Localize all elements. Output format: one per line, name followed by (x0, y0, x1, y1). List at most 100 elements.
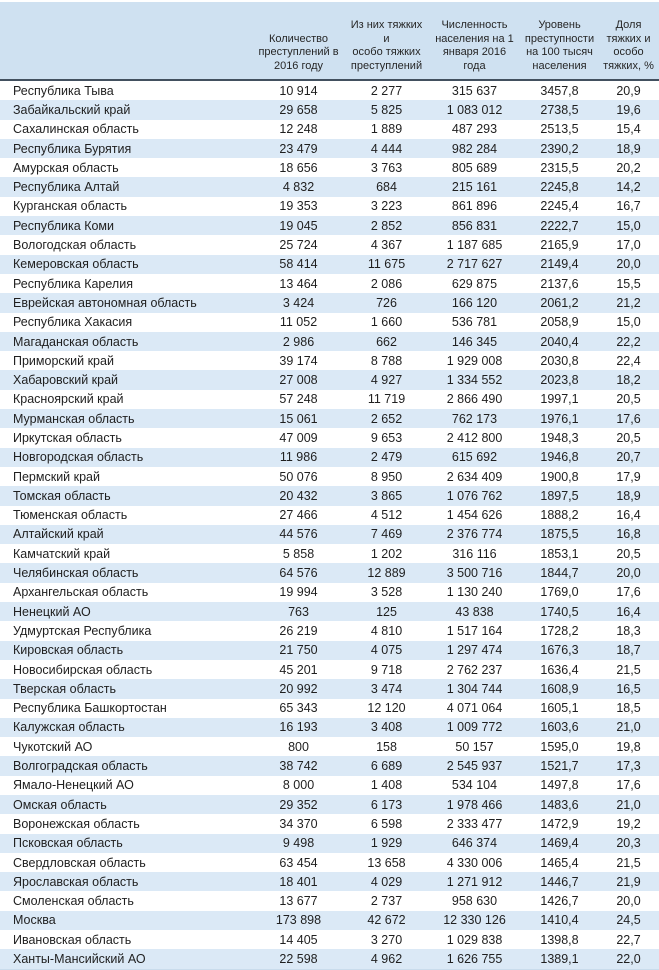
value-cell: 20,5 (598, 389, 659, 410)
value-cell: 684 (345, 177, 428, 197)
value-cell: 1 130 240 (428, 582, 521, 603)
value-cell: 21,0 (598, 794, 659, 815)
value-cell: 8 788 (345, 351, 428, 371)
table-row: Новгородская область 11 986 2 479 615 692 19… (0, 447, 659, 467)
value-cell: 4 832 (252, 177, 345, 197)
value-cell: 1769,0 (521, 582, 598, 603)
table-row: Республика Карелия 13 464 2 086 629 875 2137… (0, 273, 659, 294)
value-cell: 22 598 (252, 949, 345, 970)
value-cell: 13 658 (345, 852, 428, 873)
value-cell: 158 (345, 737, 428, 757)
value-cell: 2513,5 (521, 119, 598, 139)
value-cell: 14 405 (252, 930, 345, 950)
value-cell: 662 (345, 331, 428, 352)
table-row: Республика Тыва 10 914 2 277 315 637 3457,8 2… (0, 80, 659, 101)
table-row: Челябинская область 64 576 12 889 3 500 716… (0, 563, 659, 583)
table-row: Красноярский край 57 248 11 719 2 866 490 19… (0, 389, 659, 410)
region-name-cell: Еврейская автономная область (0, 293, 252, 313)
region-name-cell: Республика Карелия (0, 273, 252, 294)
table-row: Курганская область 19 353 3 223 861 896 2245… (0, 196, 659, 217)
value-cell: 16,7 (598, 196, 659, 217)
value-cell: 15 061 (252, 409, 345, 429)
value-cell: 2 412 800 (428, 428, 521, 448)
value-cell: 16 193 (252, 717, 345, 738)
value-cell: 42 672 (345, 910, 428, 931)
table-row: Ямало-Ненецкий АО 8 000 1 408 534 104 1497,8… (0, 775, 659, 795)
value-cell: 1 297 474 (428, 640, 521, 660)
value-cell: 1844,7 (521, 563, 598, 583)
table-row: Свердловская область 63 454 13 658 4 330 00… (0, 852, 659, 873)
value-cell: 1728,2 (521, 621, 598, 641)
value-cell: 20,0 (598, 254, 659, 274)
value-cell: 2 866 490 (428, 389, 521, 410)
table-row: Забайкальский край 29 658 5 825 1 083 012 27… (0, 100, 659, 120)
region-name-cell: Томская область (0, 486, 252, 506)
region-name-cell: Ярославская область (0, 872, 252, 892)
value-cell: 39 174 (252, 351, 345, 371)
value-cell: 21,9 (598, 872, 659, 892)
region-name-cell: Республика Хакасия (0, 312, 252, 332)
value-cell: 15,0 (598, 216, 659, 236)
table-header: Количество преступлений в 2016 году Из ни… (0, 2, 659, 81)
value-cell: 1 978 466 (428, 794, 521, 815)
value-cell: 20 432 (252, 486, 345, 506)
value-cell: 856 831 (428, 216, 521, 236)
value-cell: 1676,3 (521, 640, 598, 660)
value-cell: 3 223 (345, 196, 428, 217)
value-cell: 2 652 (345, 409, 428, 429)
value-cell: 2 479 (345, 447, 428, 467)
value-cell: 1976,1 (521, 409, 598, 429)
value-cell: 4 367 (345, 235, 428, 255)
table-row: Республика Бурятия 23 479 4 444 982 284 2390… (0, 138, 659, 159)
value-cell: 1595,0 (521, 737, 598, 757)
table-row: Новосибирская область 45 201 9 718 2 762 23… (0, 659, 659, 680)
value-cell: 2 762 237 (428, 659, 521, 680)
region-name-cell: Новосибирская область (0, 659, 252, 680)
table-row: Пермский край 50 076 8 950 2 634 409 1900,8 1… (0, 466, 659, 487)
value-cell: 1 202 (345, 544, 428, 564)
region-name-cell: Камчатский край (0, 544, 252, 564)
value-cell: 316 116 (428, 544, 521, 564)
value-cell: 1 929 (345, 833, 428, 853)
value-cell: 2245,4 (521, 196, 598, 217)
table-row: Хабаровский край 27 008 4 927 1 334 552 2023… (0, 370, 659, 390)
value-cell: 3 408 (345, 717, 428, 738)
value-cell: 3 763 (345, 158, 428, 178)
value-cell: 2 717 627 (428, 254, 521, 274)
value-cell: 21,5 (598, 852, 659, 873)
region-name-cell: Амурская область (0, 158, 252, 178)
value-cell: 125 (345, 602, 428, 622)
value-cell: 25 724 (252, 235, 345, 255)
region-name-cell: Архангельская область (0, 582, 252, 603)
region-name-cell: Калужская область (0, 717, 252, 738)
value-cell: 2 986 (252, 331, 345, 352)
value-cell: 2 333 477 (428, 814, 521, 834)
table-row: Ивановская область 14 405 3 270 1 029 838 13… (0, 930, 659, 950)
value-cell: 17,6 (598, 582, 659, 603)
column-header: Количество преступлений в 2016 году (252, 2, 345, 81)
value-cell: 26 219 (252, 621, 345, 641)
value-cell: 534 104 (428, 775, 521, 795)
value-cell: 38 742 (252, 756, 345, 776)
value-cell: 11 675 (345, 254, 428, 274)
table-row: Сахалинская область 12 248 1 889 487 293 251… (0, 119, 659, 139)
value-cell: 173 898 (252, 910, 345, 931)
region-name-cell: Москва (0, 910, 252, 931)
value-cell: 29 658 (252, 100, 345, 120)
value-cell: 24,5 (598, 910, 659, 931)
region-name-cell: Республика Коми (0, 216, 252, 236)
table-row: Тюменская область 27 466 4 512 1 454 626 188… (0, 505, 659, 525)
value-cell: 1 009 772 (428, 717, 521, 738)
value-cell: 646 374 (428, 833, 521, 853)
table-row: Еврейская автономная область 3 424 726 166 … (0, 293, 659, 313)
value-cell: 2245,8 (521, 177, 598, 197)
value-cell: 1 889 (345, 119, 428, 139)
value-cell: 6 598 (345, 814, 428, 834)
region-name-cell: Челябинская область (0, 563, 252, 583)
value-cell: 1 517 164 (428, 621, 521, 641)
value-cell: 1740,5 (521, 602, 598, 622)
region-name-cell: Тюменская область (0, 505, 252, 525)
table-body: Республика Тыва 10 914 2 277 315 637 3457,8 2… (0, 80, 659, 970)
value-cell: 22,4 (598, 351, 659, 371)
value-cell: 9 653 (345, 428, 428, 448)
